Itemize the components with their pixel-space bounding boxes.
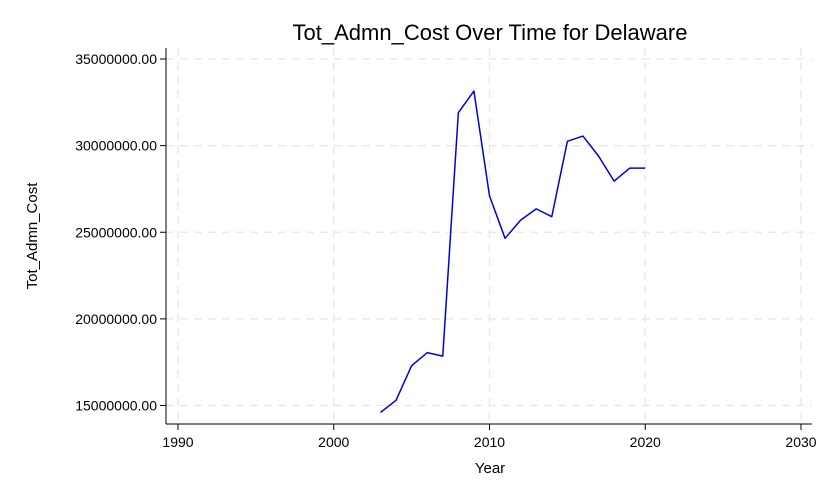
- x-axis-label: Year: [475, 460, 505, 477]
- data-series: [380, 90, 646, 414]
- chart-title: Tot_Admn_Cost Over Time for Delaware: [293, 20, 688, 45]
- grid-lines: [166, 48, 812, 424]
- y-tick-label-2: 25000000.00: [75, 224, 157, 240]
- series-line-0: [380, 90, 646, 414]
- y-tick-label-0: 15000000.00: [75, 398, 157, 414]
- y-tick-label-3: 30000000.00: [75, 138, 157, 154]
- y-axis-label: Tot_Admn_Cost: [24, 182, 41, 290]
- x-tick-label-3: 2020: [630, 434, 661, 450]
- x-tick-label-4: 2030: [785, 434, 816, 450]
- x-tick-label-0: 1990: [162, 434, 193, 450]
- y-tick-label-4: 35000000.00: [75, 51, 157, 67]
- x-tick-label-2: 2010: [474, 434, 505, 450]
- x-tick-label-1: 2000: [318, 434, 349, 450]
- axes: [160, 48, 812, 430]
- tick-labels: 1990 2000 2010 2020 2030 15000000.00 20000000.…: [75, 51, 817, 450]
- y-tick-label-1: 20000000.00: [75, 311, 157, 327]
